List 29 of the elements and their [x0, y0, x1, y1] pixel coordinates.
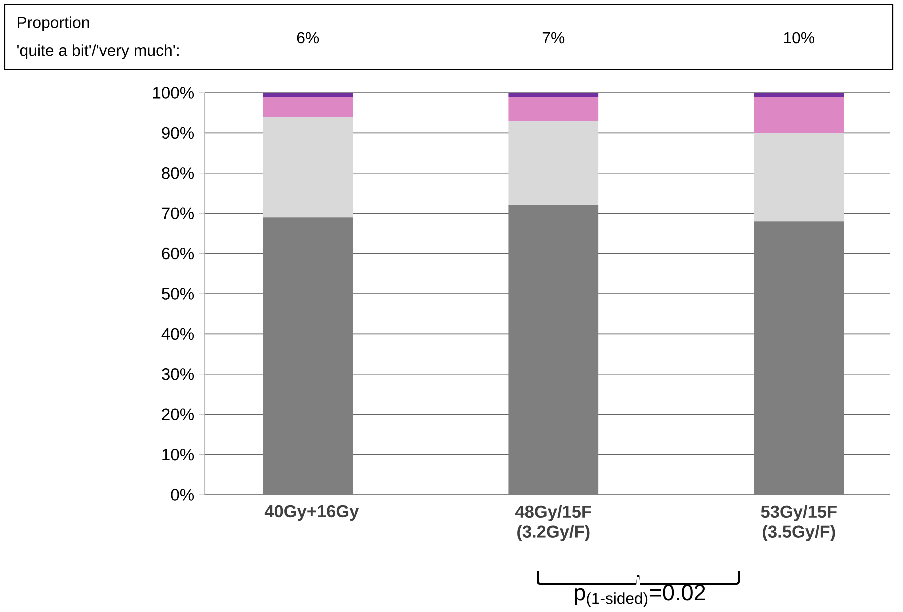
- text: 6%: [297, 32, 320, 44]
- x-tick-label: 53Gy/15F (3.5Gy/F): [761, 505, 837, 542]
- bar: [263, 117, 354, 218]
- y-tick-label: 80%: [162, 168, 194, 180]
- text: p$_{(1-sided)}$=0.02: [575, 584, 706, 608]
- y-tick-label: 50%: [162, 288, 194, 300]
- bar: [263, 93, 354, 98]
- text: Proportion: [18, 16, 90, 32]
- y-tick-label: 20%: [162, 408, 194, 420]
- bar: [263, 97, 354, 118]
- bar: [754, 97, 844, 134]
- bar: [508, 121, 599, 206]
- y-tick-label: 70%: [162, 208, 194, 220]
- y-tick-label: 90%: [162, 127, 194, 140]
- bar: [508, 97, 599, 122]
- bar: [754, 133, 844, 222]
- y-tick-label: 30%: [162, 368, 194, 380]
- bar: [754, 93, 844, 98]
- y-tick-label: 60%: [162, 248, 194, 260]
- y-tick-label: 40%: [162, 328, 194, 340]
- y-tick-label: 10%: [162, 448, 194, 461]
- text: 'quite a bit'/'very much':: [18, 44, 179, 60]
- text: 7%: [542, 32, 565, 44]
- y-tick-label: 100%: [153, 87, 194, 99]
- text: 10%: [784, 32, 815, 44]
- x-tick-label: 48Gy/15F (3.2Gy/F): [516, 505, 592, 542]
- x-tick-label: 40Gy+16Gy: [264, 505, 360, 522]
- bar: [508, 93, 599, 98]
- y-tick-label: 0%: [171, 489, 194, 501]
